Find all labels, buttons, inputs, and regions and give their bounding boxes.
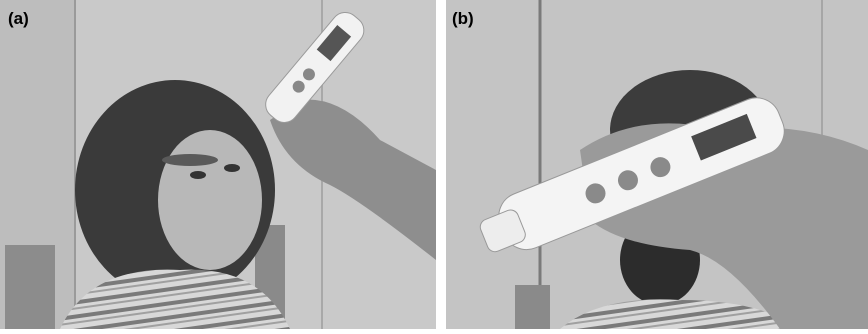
figure: (a) (b): [0, 0, 868, 329]
page: (a) (b) (() => { const data = JSON.parse…: [0, 0, 868, 329]
photo-b: [446, 0, 868, 329]
panel-label: (a): [8, 9, 29, 28]
photo-a: [0, 0, 436, 329]
panel-label: (b): [452, 9, 474, 28]
